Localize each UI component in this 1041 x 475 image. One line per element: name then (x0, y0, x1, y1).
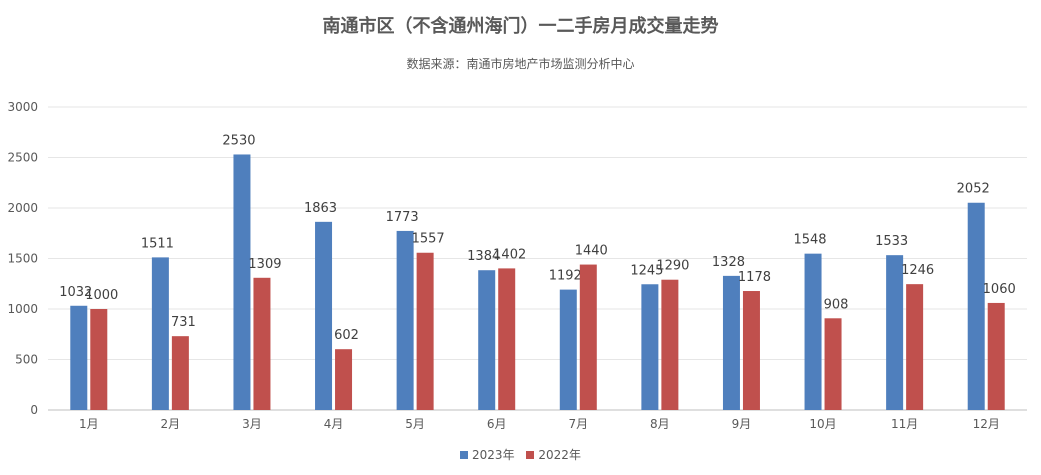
x-tick-label: 12月 (973, 417, 1000, 431)
bar (742, 291, 760, 410)
bar (233, 154, 251, 410)
data-label: 1178 (738, 270, 771, 285)
bar (90, 309, 108, 410)
y-tick-label: 2500 (7, 151, 38, 165)
data-label: 1245 (630, 263, 663, 278)
y-tick-label: 3000 (7, 100, 38, 114)
data-label: 2530 (222, 133, 255, 148)
data-label: 1533 (875, 234, 908, 249)
x-tick-label: 2月 (161, 417, 181, 431)
data-label: 1032 (59, 285, 92, 300)
y-tick-label: 1000 (7, 302, 38, 316)
data-label: 1309 (248, 257, 281, 272)
bar (498, 268, 516, 410)
data-label: 908 (824, 297, 849, 312)
data-label: 1192 (549, 269, 582, 284)
bar (416, 252, 434, 410)
x-tick-label: 6月 (487, 417, 507, 431)
bar (335, 349, 353, 410)
data-label: 1773 (386, 210, 419, 225)
x-tick-label: 5月 (405, 417, 425, 431)
legend-item-2022: 2022年 (526, 446, 581, 463)
bar (253, 277, 271, 410)
bar (661, 279, 679, 410)
bar (804, 253, 822, 410)
legend-label-2022: 2022年 (538, 448, 581, 462)
data-label: 1384 (467, 249, 500, 264)
bar (396, 230, 414, 410)
data-label: 1060 (983, 282, 1016, 297)
chart-subtitle: 数据来源：南通市房地产市场监测分析中心 (406, 57, 635, 71)
bar (579, 264, 597, 410)
bar (722, 275, 740, 410)
data-label: 1511 (141, 236, 174, 251)
y-tick-label: 0 (30, 403, 38, 417)
bar (967, 202, 985, 410)
data-label: 1863 (304, 201, 337, 216)
x-tick-label: 4月 (324, 417, 344, 431)
bar (478, 270, 496, 410)
bar (171, 336, 189, 410)
x-tick-label: 8月 (650, 417, 670, 431)
data-label: 731 (171, 315, 196, 330)
bar (315, 221, 333, 410)
data-label: 602 (334, 328, 359, 343)
y-tick-label: 500 (15, 353, 38, 367)
x-tick-label: 9月 (732, 417, 752, 431)
bar (151, 257, 169, 410)
x-tick-label: 10月 (809, 417, 836, 431)
bar (824, 318, 842, 410)
bar (987, 302, 1005, 410)
bar (886, 255, 904, 410)
y-tick-label: 2000 (7, 201, 38, 215)
legend-swatch-2022 (526, 451, 535, 459)
bar (559, 289, 577, 410)
data-label: 1290 (656, 259, 689, 274)
data-label: 1246 (901, 263, 934, 278)
chart-title: 南通市区（不含通州海门）一二手房月成交量走势 (322, 16, 719, 37)
x-tick-label: 1月 (79, 417, 99, 431)
legend-swatch-2023 (460, 451, 469, 459)
legend-label-2023: 2023年 (472, 448, 515, 462)
data-label: 1557 (412, 232, 445, 247)
x-tick-label: 11月 (891, 417, 918, 431)
data-label: 1440 (575, 244, 608, 259)
bar (641, 284, 659, 410)
x-tick-label: 3月 (242, 417, 262, 431)
data-label: 1328 (712, 255, 745, 270)
bar (70, 305, 88, 410)
x-tick-label: 7月 (568, 417, 588, 431)
data-label: 1548 (793, 233, 826, 248)
data-label: 2052 (957, 182, 990, 197)
y-tick-label: 1500 (7, 252, 38, 266)
data-label: 1000 (85, 288, 118, 303)
chart-legend: 2023年 2022年 (0, 446, 1041, 463)
bar (906, 284, 924, 410)
legend-item-2023: 2023年 (460, 446, 515, 463)
data-label: 1402 (493, 247, 526, 262)
